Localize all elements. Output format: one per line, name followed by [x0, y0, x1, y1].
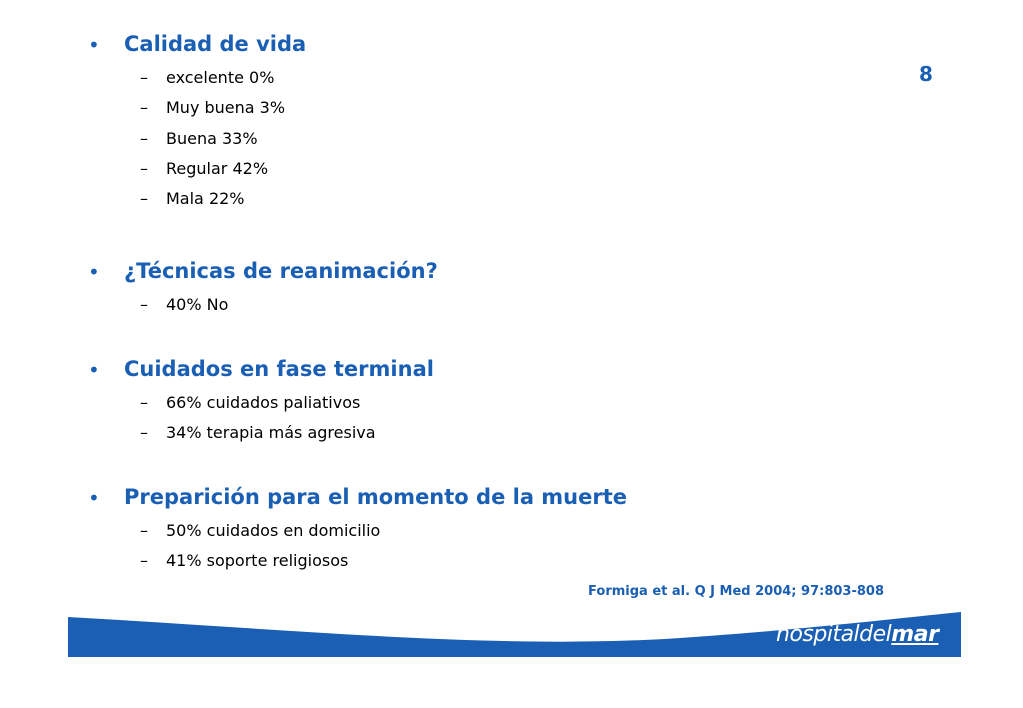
bullet: • — [88, 33, 100, 57]
list-item: 41% soporte religiosos — [166, 551, 349, 571]
list-item: 34% terapia más agresiva — [166, 423, 376, 443]
list-item: excelente 0% — [166, 68, 275, 87]
list-item: Buena 33% — [166, 128, 258, 148]
logo-part: del — [859, 622, 892, 647]
section-heading: Calidad de vida — [124, 32, 307, 56]
bullet: • — [88, 358, 100, 382]
list-item: 66% cuidados paliativos — [166, 393, 361, 412]
list-item: Regular 42% — [166, 158, 269, 178]
dash: – — [140, 423, 148, 443]
logo: hospitaldelmar — [776, 622, 939, 647]
list-item: 40% No — [166, 295, 229, 314]
dash: – — [140, 128, 148, 148]
dash: – — [140, 521, 148, 540]
logo-part: mar — [891, 622, 939, 647]
dash: – — [140, 68, 148, 87]
bullet: • — [88, 260, 100, 284]
page-number: 8 — [919, 62, 933, 86]
dash: – — [140, 551, 148, 571]
citation: Formiga et al. Q J Med 2004; 97:803-808 — [588, 584, 884, 599]
dash: – — [140, 295, 148, 314]
section-heading: Preparición para el momento de la muerte — [124, 485, 628, 509]
list-item: 50% cuidados en domicilio — [166, 521, 381, 540]
dash: – — [140, 393, 148, 412]
list-item: Mala 22% — [166, 189, 245, 209]
dash: – — [140, 98, 148, 118]
bullet: • — [88, 486, 100, 510]
banner-wave — [68, 612, 961, 657]
logo-part: hospital — [776, 622, 860, 647]
section-heading: Cuidados en fase terminal — [124, 357, 434, 381]
section-heading: ¿Técnicas de reanimación? — [124, 259, 438, 283]
dash: – — [140, 158, 148, 178]
dash: – — [140, 189, 148, 209]
list-item: Muy buena 3% — [166, 98, 286, 118]
